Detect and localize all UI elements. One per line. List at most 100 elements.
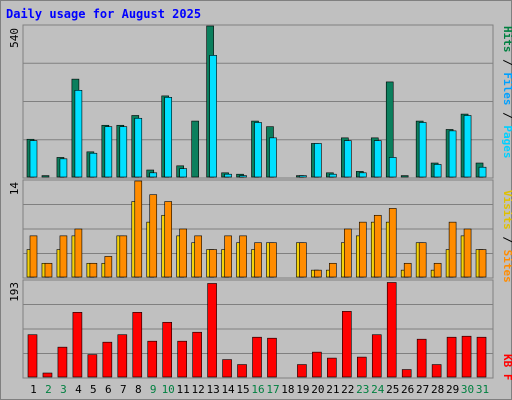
files-bar	[224, 173, 232, 178]
kbf-bar	[297, 364, 307, 378]
x-axis-labels: 1 2 3 4 5 6 7 8 9 10 11 12 13 14 15 16 17 18 19 20 21 22 23 24 2…	[30, 383, 489, 396]
x-tick-label: 3	[60, 383, 67, 396]
kbf-bar	[192, 331, 202, 378]
sites-bar	[373, 214, 382, 278]
sites-bar	[329, 262, 337, 278]
x-tick-label: 31	[476, 383, 489, 396]
sites-bar	[44, 262, 53, 278]
x-tick-label: 7	[120, 383, 127, 396]
x-tick-label: 12	[192, 383, 205, 396]
files-bar	[358, 172, 367, 178]
sites-bar	[448, 221, 457, 278]
x-tick-label: 16	[251, 383, 264, 396]
sites-bar	[164, 201, 173, 278]
hits-bar	[191, 120, 199, 178]
files-bar	[104, 126, 113, 178]
files-bar	[179, 168, 187, 178]
files-bar	[134, 117, 143, 178]
sites-bar	[358, 221, 367, 278]
kbf-bar	[267, 337, 277, 378]
legend-entry: Files	[501, 72, 512, 105]
kbf-bar	[117, 334, 128, 378]
files-bar	[299, 175, 307, 178]
kbf-bar	[476, 336, 487, 378]
files-bar	[209, 55, 217, 178]
sites-bar	[433, 262, 442, 278]
files-bar	[269, 137, 277, 178]
files-bar	[418, 122, 427, 178]
legend-entry: /	[501, 230, 512, 250]
x-tick-label: 10	[162, 383, 175, 396]
legend-entry: Visits	[501, 190, 512, 230]
x-tick-label: 18	[281, 383, 294, 396]
x-tick-label: 29	[446, 383, 459, 396]
x-tick-label: 25	[386, 383, 399, 396]
bottom-panel-legend: KB F	[501, 354, 512, 381]
files-bar	[59, 158, 68, 178]
sites-bar	[104, 256, 113, 278]
x-tick-label: 28	[431, 383, 444, 396]
kbf-bar	[27, 334, 38, 378]
legend-entry: /	[501, 106, 512, 126]
sites-bar	[59, 235, 68, 278]
x-tick-label: 15	[236, 383, 249, 396]
x-tick-label: 4	[75, 383, 82, 396]
kbf-bar	[356, 356, 367, 378]
legend-entry: KB F	[501, 354, 512, 381]
kbf-bar	[312, 351, 322, 378]
kbf-bar	[162, 321, 173, 378]
hits-bar	[400, 175, 409, 178]
kbf-bar	[342, 311, 352, 378]
x-tick-label: 24	[371, 383, 385, 396]
sites-bar	[269, 242, 277, 278]
sites-bar	[463, 228, 472, 278]
x-tick-label: 20	[311, 383, 324, 396]
legend-entry: /	[501, 53, 512, 73]
sites-bar	[149, 194, 158, 278]
files-bar	[149, 172, 158, 178]
legend-entry: Sites	[501, 250, 512, 283]
kbf-bar	[327, 357, 337, 378]
sites-bar	[74, 228, 83, 278]
bottom-panel-ymax-label: 193	[8, 282, 21, 302]
x-tick-label: 27	[416, 383, 429, 396]
top-panel-ymax-label: 540	[8, 28, 21, 48]
x-tick-label: 22	[341, 383, 354, 396]
sites-bar	[89, 262, 98, 278]
x-tick-label: 6	[105, 383, 112, 396]
files-bar	[448, 130, 457, 178]
kbf-bar	[461, 335, 472, 378]
files-bar	[164, 97, 173, 178]
sites-bar	[418, 242, 427, 278]
files-bar	[119, 126, 128, 178]
x-tick-label: 5	[90, 383, 97, 396]
chart-title: Daily usage for August 2025	[6, 7, 201, 21]
sites-bar	[403, 262, 412, 278]
files-bar	[344, 140, 352, 178]
files-bar	[478, 166, 487, 178]
hits-bar	[41, 175, 50, 178]
x-tick-label: 19	[296, 383, 309, 396]
files-bar	[463, 115, 472, 178]
kbf-bar	[446, 336, 457, 378]
kbf-bar	[177, 340, 187, 378]
x-tick-label: 9	[150, 383, 157, 396]
middle-panel-ymax-label: 14	[8, 182, 21, 196]
kbf-bar	[72, 312, 83, 378]
kbf-bar	[87, 354, 98, 378]
top-panel-legend: Hits / Files / Pages	[501, 26, 512, 159]
files-bar	[74, 90, 83, 178]
x-tick-label: 26	[401, 383, 414, 396]
kbf-bar	[42, 372, 53, 378]
files-bar	[329, 173, 337, 178]
sites-bar	[194, 235, 202, 278]
sites-bar	[314, 269, 322, 278]
files-bar	[373, 140, 382, 178]
files-bar	[239, 175, 247, 178]
x-tick-label: 2	[45, 383, 52, 396]
files-bar	[254, 122, 262, 178]
sites-bar	[388, 208, 397, 278]
sites-bar	[179, 228, 187, 278]
files-bar	[433, 164, 442, 178]
x-tick-label: 11	[177, 383, 190, 396]
